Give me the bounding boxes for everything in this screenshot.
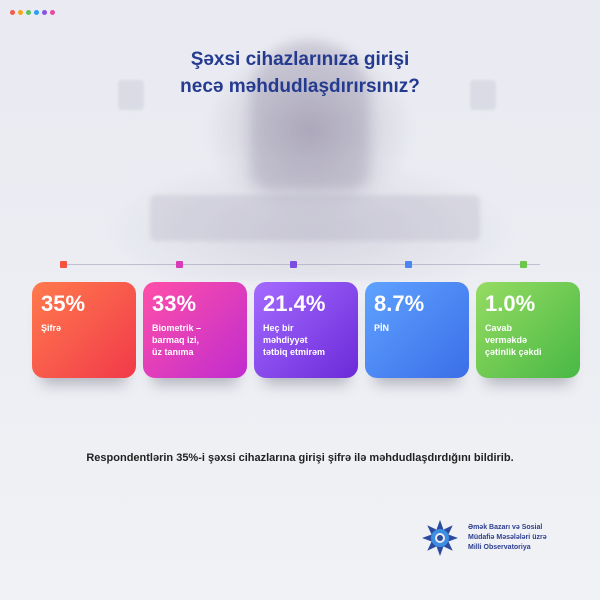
timeline-marker xyxy=(60,261,67,268)
brand-dots xyxy=(10,10,55,15)
stat-value: 1.0% xyxy=(485,291,536,316)
stat-card-password: 35% Şifrə xyxy=(32,282,136,378)
stat-card-no-restriction: 21.4% Heç bir məhdiyyət tətbiq etmirəm xyxy=(254,282,358,378)
title-line-2: necə məhdudlaşdırırsınız? xyxy=(180,76,420,97)
dot-icon xyxy=(34,10,39,15)
lock-icon xyxy=(470,80,496,110)
stat-value: 8.7% xyxy=(374,291,425,316)
timeline-line xyxy=(60,264,540,265)
stat-value: 33% xyxy=(152,291,197,316)
stat-card-no-answer: 1.0% Cavab verməkdə çətinlik çəkdi xyxy=(476,282,580,378)
timeline-marker xyxy=(176,261,183,268)
timeline-marker xyxy=(520,261,527,268)
background-hacker-photo xyxy=(60,20,560,280)
page-title: Şəxsi cihazlarınıza girişi necə məhdudla… xyxy=(0,46,600,100)
dot-icon xyxy=(26,10,31,15)
stat-card-biometric: 33% Biometrik – barmaq izi, üz tanıma xyxy=(143,282,247,378)
logo-line-1: Əmək Bazarı və Sosial xyxy=(468,524,543,531)
stat-value: 35% xyxy=(41,291,86,316)
organization-name: Əmək Bazarı və Sosial Müdafiə Məsələləri… xyxy=(468,523,547,553)
timeline-marker xyxy=(405,261,412,268)
stat-label: Şifrə xyxy=(41,323,62,333)
stat-label: Biometrik – barmaq izi, üz tanıma xyxy=(152,323,202,357)
title-line-1: Şəxsi cihazlarınıza girişi xyxy=(190,49,410,70)
background-hood-figure xyxy=(250,40,370,190)
stat-label: PİN xyxy=(374,323,390,333)
logo-line-3: Milli Observatoriya xyxy=(468,544,531,551)
organization-logo: Əmək Bazarı və Sosial Müdafiə Məsələləri… xyxy=(420,518,547,558)
stat-card-pin: 8.7% PİN xyxy=(365,282,469,378)
stat-value: 21.4% xyxy=(263,291,326,316)
lock-icon xyxy=(118,80,144,110)
dot-icon xyxy=(18,10,23,15)
stat-label: Cavab verməkdə çətinlik çəkdi xyxy=(485,323,542,357)
dot-icon xyxy=(42,10,47,15)
stat-label: Heç bir məhdiyyət tətbiq etmirəm xyxy=(263,323,326,357)
dot-icon xyxy=(50,10,55,15)
background-laptop xyxy=(150,195,480,241)
timeline-marker xyxy=(290,261,297,268)
logo-line-2: Müdafiə Məsələləri üzrə xyxy=(468,534,547,541)
observatory-logo-icon xyxy=(422,520,458,556)
dot-icon xyxy=(10,10,15,15)
summary-text: Respondentlərin 35%-i şəxsi cihazlarına … xyxy=(86,452,514,464)
